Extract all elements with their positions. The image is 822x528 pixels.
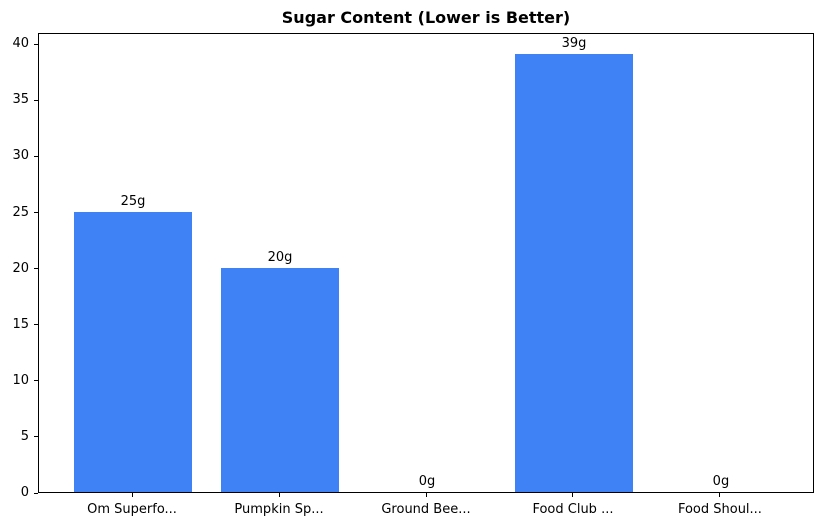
y-tick-label: 15 [12, 316, 29, 332]
y-tick-mark [34, 436, 38, 438]
bar-value-label: 0g [418, 474, 436, 489]
y-tick-label: 25 [12, 204, 29, 220]
bar [515, 54, 633, 492]
chart-title: Sugar Content (Lower is Better) [281, 8, 571, 27]
y-tick-mark [34, 99, 38, 101]
bar [221, 267, 339, 492]
x-tick-label: Ground Bee... [381, 502, 471, 517]
bar-value-label: 25g [120, 193, 146, 209]
y-tick-label: 0 [20, 485, 29, 500]
x-tick-label: Food Club ... [532, 502, 614, 517]
y-tick-label: 40 [12, 36, 29, 52]
y-tick-mark [34, 212, 38, 213]
y-tick-mark [34, 324, 38, 326]
y-tick-label: 5 [20, 428, 29, 444]
bar [74, 211, 192, 492]
x-tick-label: Food Shoul... [677, 502, 762, 517]
x-tick-mark [278, 493, 280, 497]
x-tick-mark [131, 493, 133, 497]
y-tick-label: 20 [12, 260, 29, 276]
x-tick-label: Pumpkin Sp... [234, 502, 324, 517]
bar-value-label: 20g [267, 249, 293, 265]
plot-area: 25g 20g 0g 39g 0g [38, 33, 814, 493]
y-tick-mark [34, 492, 38, 494]
x-tick-mark [572, 493, 574, 497]
x-tick-label: Om Superfo... [87, 502, 177, 517]
x-tick-mark [425, 493, 427, 497]
y-tick-mark [34, 155, 38, 157]
bar-value-label: 0g [712, 474, 730, 489]
y-tick-mark [34, 380, 38, 382]
y-tick-mark [34, 268, 38, 270]
x-tick-mark [719, 493, 721, 497]
y-tick-label: 30 [12, 148, 29, 164]
y-tick-mark [34, 43, 38, 45]
y-tick-label: 10 [12, 372, 29, 388]
y-tick-label: 35 [12, 92, 29, 108]
bar-value-label: 39g [561, 36, 587, 52]
